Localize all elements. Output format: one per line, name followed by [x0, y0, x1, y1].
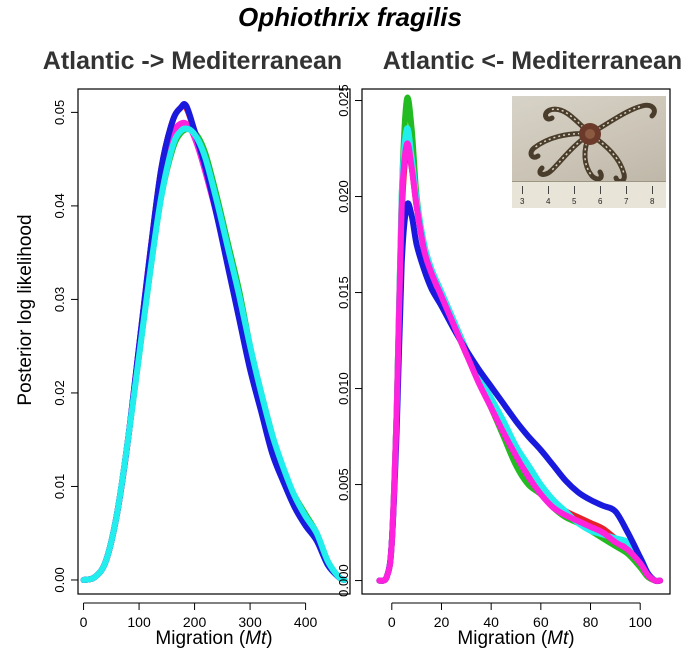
ruler-tick: [652, 186, 653, 194]
y-tick-label: 0.015: [336, 276, 351, 309]
y-tick-label: 0.005: [336, 468, 351, 501]
ruler: 3 4 5 6 7 8: [512, 181, 666, 208]
x-tick-label: 0: [80, 614, 88, 630]
y-tick-label: 0.04: [52, 193, 67, 218]
ruler-tick: [574, 186, 575, 194]
y-tick-label: 0.000: [336, 564, 351, 597]
figure-title: Ophiothrix fragilis: [238, 2, 462, 32]
x-axis-label: Migration (Mt): [457, 628, 574, 649]
y-tick-label: 0.02: [52, 380, 67, 405]
x-axis-label: Migration (Mt): [155, 628, 272, 649]
y-tick-label: 0.03: [52, 287, 67, 312]
brittle-star-illustration: [528, 102, 657, 184]
ruler-number: 4: [546, 197, 551, 206]
y-tick-label: 0.01: [52, 474, 67, 499]
right-panel-title: Atlantic <- Mediterranean: [382, 47, 683, 75]
ruler-tick: [600, 186, 601, 194]
y-tick-label: 0.020: [336, 180, 351, 213]
y-tick-label: 0.010: [336, 372, 351, 405]
series-line-cyan: [80, 125, 348, 583]
x-tick-label: 100: [127, 614, 151, 630]
ruler-number: 3: [520, 197, 525, 206]
series-line-magenta: [376, 140, 664, 584]
ruler-number: 8: [650, 197, 655, 206]
x-tick-label: 100: [629, 614, 653, 630]
x-tick-label: 80: [583, 614, 599, 630]
ruler-tick: [548, 186, 549, 194]
y-tick-label: 0.00: [52, 567, 67, 592]
y-tick-label: 0.05: [52, 100, 67, 125]
left-panel-title: Atlantic -> Mediterranean: [42, 47, 343, 75]
ruler-number: 6: [598, 197, 603, 206]
x-tick-label: 200: [183, 614, 207, 630]
ruler-number: 5: [572, 197, 577, 206]
ruler-tick: [626, 186, 627, 194]
x-tick-label: 300: [238, 614, 262, 630]
brittle-star-photo: 3 4 5 6 7 8: [512, 96, 666, 208]
plot-panel-2: 0.000 0.005 0.010 0.015 0.020 0.025 0 20 40 60 80 1…: [336, 84, 671, 649]
x-tick-label: 60: [533, 614, 549, 630]
y-tick-label: 0.025: [336, 84, 351, 117]
ruler-number: 7: [624, 197, 629, 206]
x-tick-label: 400: [294, 614, 318, 630]
series-line-blue: [376, 200, 664, 585]
x-tick-label: 40: [483, 614, 499, 630]
plot-frame: [361, 88, 671, 595]
x-tick-label: 20: [434, 614, 450, 630]
plot-panel-1: 0.00 0.01 0.02 0.03 0.04 0.05 0 100 200 300 400 Mig…: [52, 88, 351, 649]
plot-frame: [77, 88, 351, 595]
ruler-tick: [522, 186, 523, 194]
x-tick-label: 0: [388, 614, 396, 630]
